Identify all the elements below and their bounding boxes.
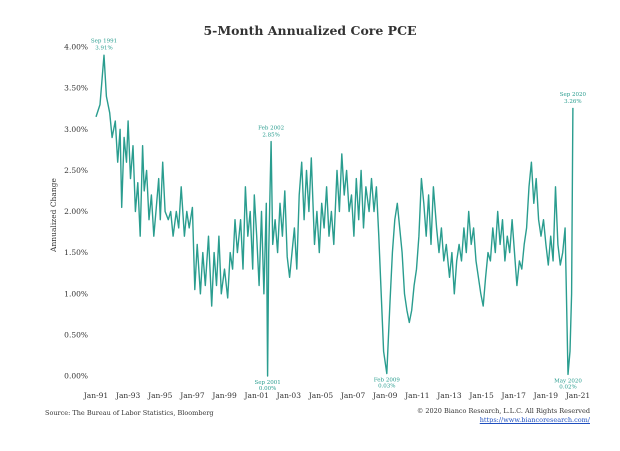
y-tick-label: 2.50% (64, 166, 88, 175)
copyright-block: © 2020 Bianco Research, L.L.C. All Right… (417, 407, 590, 425)
x-tick-label: Jan-97 (179, 391, 205, 400)
annotation-value: 0.00% (259, 386, 276, 392)
y-tick-label: 0.50% (64, 330, 88, 339)
y-tick-label: 2.00% (64, 207, 88, 216)
annotation-value: 3.91% (95, 45, 112, 51)
website-link[interactable]: https://www.biancoresearch.com/ (479, 416, 590, 424)
x-axis-ticks: Jan-91 Jan-93 Jan-95 Jan-97 Jan-99 Jan-01 Jan-… (83, 391, 590, 400)
x-tick-label: Jan-95 (147, 391, 173, 400)
annotation-value: 0.03% (378, 384, 395, 390)
series-line (95, 54, 574, 377)
y-tick-label: 3.00% (64, 125, 88, 134)
x-tick-label: Jan-09 (372, 391, 398, 400)
annotation-date: May 2020 (554, 378, 582, 384)
y-tick-label: 1.50% (64, 248, 88, 257)
x-tick-label: Jan-91 (83, 391, 108, 400)
copyright-text: © 2020 Bianco Research, L.L.C. All Right… (416, 407, 590, 415)
annotation-value: 0.02% (559, 384, 576, 390)
x-tick-label: Jan-99 (211, 391, 237, 400)
y-tick-label: 0.00% (64, 372, 88, 381)
annotation-date: Sep 1991 (91, 38, 117, 44)
annotation-value: 3.26% (564, 99, 581, 105)
annotation-date: Feb 2009 (374, 378, 401, 384)
x-tick-label: Jan-07 (340, 391, 366, 400)
x-tick-label: Jan-13 (436, 391, 462, 400)
y-tick-label: 4.00% (64, 43, 88, 52)
y-tick-label: 3.50% (64, 84, 88, 93)
y-axis-ticks: 0.00% 0.50% 1.00% 1.50% 2.00% 2.50% 3.00% 3.50%… (64, 43, 88, 381)
x-tick-label: Jan-01 (243, 391, 268, 400)
x-tick-label: Jan-17 (501, 391, 527, 400)
annotation-date: Sep 2020 (560, 92, 587, 98)
source-note: Source: The Bureau of Labor Statistics, … (45, 409, 214, 417)
x-tick-label: Jan-21 (565, 391, 590, 400)
annotation-value: 2.85% (262, 133, 279, 139)
x-tick-label: Jan-05 (308, 391, 334, 400)
x-tick-label: Jan-11 (404, 391, 429, 400)
x-tick-label: Jan-19 (533, 391, 559, 400)
annotation-date: Sep 2001 (254, 380, 280, 386)
x-tick-label: Jan-03 (276, 391, 302, 400)
annotation-date: Feb 2002 (258, 126, 284, 132)
y-axis-label: Annualized Change (49, 178, 58, 253)
chart-title: 5-Month Annualized Core PCE (203, 23, 416, 38)
x-tick-label: Jan-93 (115, 391, 141, 400)
y-tick-label: 1.00% (64, 289, 88, 298)
x-tick-label: Jan-15 (468, 391, 494, 400)
